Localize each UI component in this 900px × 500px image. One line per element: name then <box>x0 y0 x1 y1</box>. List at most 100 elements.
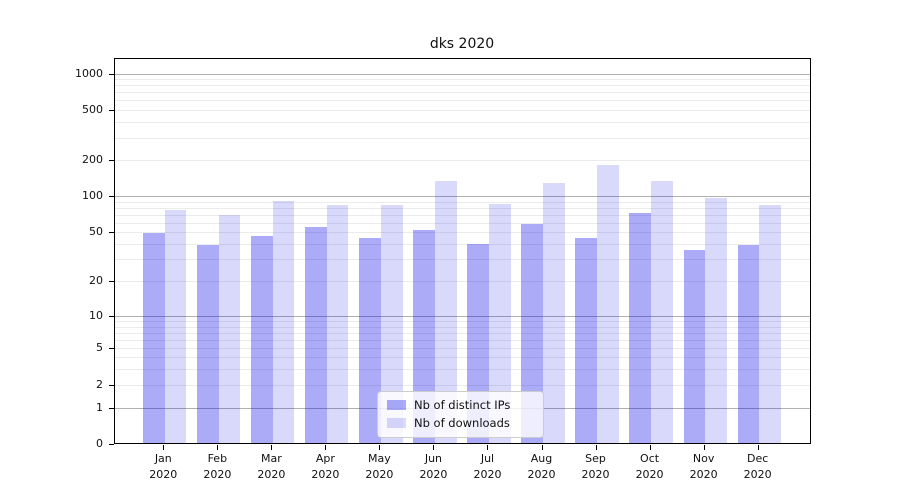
bar-distinct-ips <box>521 224 543 444</box>
y-tick-label: 200 <box>82 152 103 166</box>
y-gridline-minor <box>114 159 810 161</box>
y-tick-label: 5 <box>96 341 103 355</box>
bar-downloads <box>488 204 511 444</box>
bar-distinct-ips <box>143 233 165 444</box>
x-tick <box>541 444 543 450</box>
y-gridline-minor <box>114 100 810 102</box>
bar-downloads <box>543 182 565 444</box>
legend-box: Nb of distinct IPs Nb of downloads <box>377 390 544 438</box>
bar-downloads <box>326 205 349 444</box>
legend-label-distinct-ips: Nb of distinct IPs <box>414 398 511 412</box>
y-tick-label: 50 <box>89 225 103 238</box>
y-gridline-minor <box>114 214 810 216</box>
bar-distinct-ips <box>683 249 706 444</box>
x-tick-label: Jan 2020 <box>149 452 178 481</box>
x-tick-label: Jun 2020 <box>419 452 448 481</box>
bar-distinct-ips <box>305 227 327 444</box>
x-tick <box>703 444 705 450</box>
y-gridline-minor <box>114 85 810 87</box>
y-gridline-minor <box>114 368 810 370</box>
x-tick-label: Jul 2020 <box>473 452 502 481</box>
bar-distinct-ips <box>575 237 598 444</box>
y-tick-label: 20 <box>89 274 103 288</box>
y-tick <box>108 232 114 233</box>
bar-downloads <box>651 180 673 444</box>
y-gridline-minor <box>114 244 810 245</box>
bar-downloads <box>218 214 241 444</box>
y-tick-label: 2 <box>96 378 103 391</box>
x-tick-label: Mar 2020 <box>257 452 286 481</box>
y-gridline-major <box>114 73 810 75</box>
y-tick <box>108 407 114 409</box>
y-gridline-minor <box>114 201 810 203</box>
x-tick-label: Oct 2020 <box>635 452 664 481</box>
x-tick <box>379 444 381 450</box>
x-tick-label: May 2020 <box>365 452 394 481</box>
y-gridline-minor <box>114 385 810 386</box>
bar-distinct-ips <box>413 229 435 444</box>
x-tick-label: Nov 2020 <box>689 452 718 481</box>
bar-distinct-ips <box>737 245 760 444</box>
x-tick <box>163 444 165 450</box>
y-tick <box>108 316 114 318</box>
y-tick-label: 500 <box>82 102 103 116</box>
x-tick <box>595 444 597 450</box>
y-tick <box>108 385 114 386</box>
bar-distinct-ips <box>359 237 381 444</box>
bar-distinct-ips <box>629 213 652 444</box>
x-tick-label: Sep 2020 <box>581 452 610 481</box>
legend-swatch-downloads-icon <box>387 418 406 428</box>
x-tick <box>271 444 273 450</box>
legend-entry-downloads: Nb of downloads <box>378 416 543 430</box>
y-gridline-major <box>114 196 810 198</box>
legend-label-downloads: Nb of downloads <box>414 416 510 430</box>
bar-downloads <box>597 164 619 444</box>
y-gridline-minor <box>114 281 810 283</box>
bar-downloads <box>759 205 781 444</box>
bar-downloads <box>434 180 457 444</box>
bar-distinct-ips <box>251 236 273 444</box>
x-tick <box>325 444 327 450</box>
x-tick-label: Feb 2020 <box>203 452 232 481</box>
y-tick <box>108 281 114 283</box>
y-gridline-minor <box>114 92 810 94</box>
bar-downloads <box>164 210 187 444</box>
chart-title: dks 2020 <box>429 36 495 52</box>
y-tick <box>108 196 114 198</box>
bar-distinct-ips <box>197 245 219 444</box>
y-tick <box>108 73 114 75</box>
bar-downloads <box>272 200 295 444</box>
y-tick <box>108 109 114 111</box>
x-tick-label: Apr 2020 <box>311 452 340 481</box>
y-gridline-minor <box>114 339 810 341</box>
y-gridline-minor <box>114 232 810 233</box>
y-gridline-minor <box>114 357 810 359</box>
y-gridline-minor <box>114 121 810 123</box>
legend-entry-distinct-ips: Nb of distinct IPs <box>378 398 543 412</box>
y-tick-label: 10 <box>89 309 103 323</box>
legend-swatch-distinct-ips-icon <box>387 400 406 410</box>
y-gridline-minor <box>114 321 810 323</box>
y-gridline-minor <box>114 207 810 209</box>
x-tick <box>757 444 759 450</box>
y-gridline-minor <box>114 109 810 111</box>
x-tick <box>433 444 435 450</box>
y-gridline-minor <box>114 222 810 224</box>
y-gridline-minor <box>114 332 810 334</box>
x-tick-label: Aug 2020 <box>527 452 556 481</box>
y-tick-label: 1000 <box>75 66 103 80</box>
plot-area <box>113 58 811 444</box>
y-gridline-minor <box>114 259 810 261</box>
y-tick <box>108 348 114 350</box>
x-tick-label: Dec 2020 <box>743 452 772 481</box>
y-tick-label: 0 <box>96 436 103 450</box>
y-tick-label: 100 <box>82 189 103 203</box>
x-tick <box>649 444 651 450</box>
y-gridline-minor <box>114 137 810 139</box>
y-tick <box>108 159 114 161</box>
y-tick <box>108 443 114 445</box>
y-gridline-minor <box>114 348 810 350</box>
y-gridline-minor <box>114 326 810 328</box>
bar-downloads <box>380 205 403 444</box>
